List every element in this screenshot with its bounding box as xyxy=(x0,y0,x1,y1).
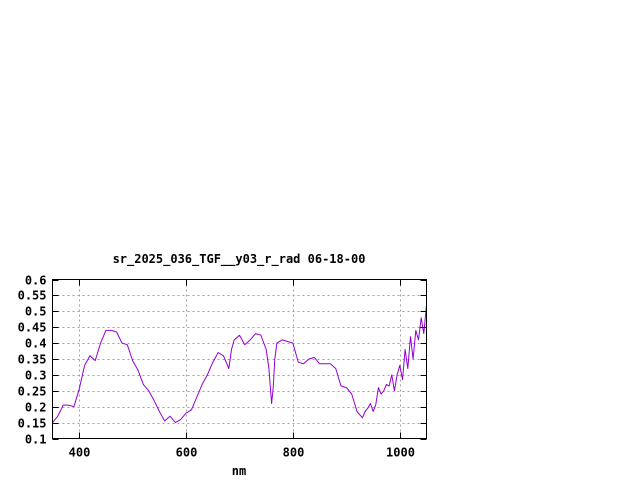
y-tick-label: 0.4 xyxy=(25,337,47,351)
x-axis-label: nm xyxy=(232,464,246,478)
grid-lines xyxy=(52,279,427,439)
y-tick-label: 0.2 xyxy=(25,401,47,415)
y-tick-label: 0.45 xyxy=(18,321,47,335)
series-line xyxy=(52,304,427,424)
chart-title: sr_2025_036_TGF__y03_r_rad 06-18-00 xyxy=(113,252,366,267)
y-tick-label: 0.5 xyxy=(25,305,47,319)
x-tick-label: 400 xyxy=(69,446,91,460)
axis-ticks: 0.1 0.15 0.2 0.25 0.3 0.35 0.4 0.45 0.5 0.550.6 40… xyxy=(18,274,427,460)
x-tick-label: 600 xyxy=(176,446,198,460)
y-tick-label: 0.15 xyxy=(18,417,47,431)
y-tick-label: 0.35 xyxy=(18,353,47,367)
y-tick-label: 0.1 xyxy=(25,433,47,447)
y-tick-label: 0.55 xyxy=(18,289,47,303)
x-tick-label: 1000 xyxy=(386,446,415,460)
y-tick-label: 0.25 xyxy=(18,385,47,399)
y-tick-label: 0.3 xyxy=(25,369,47,383)
y-tick-label: 0.6 xyxy=(25,274,47,288)
x-tick-label: 800 xyxy=(283,446,305,460)
series-layer xyxy=(52,304,427,424)
